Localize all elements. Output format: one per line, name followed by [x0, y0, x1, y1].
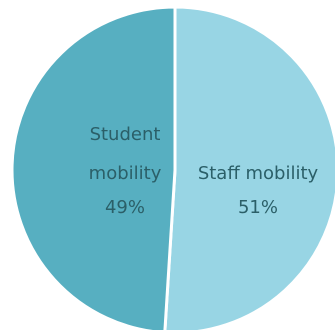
- pie-slices: [10, 5, 335, 330]
- slice-label-student-value: 49%: [105, 197, 145, 218]
- pie-slice-staff-mobility: [163, 5, 335, 330]
- slice-label-staff-value: 51%: [238, 197, 278, 218]
- slice-label-staff-line1: Staff mobility: [198, 163, 319, 184]
- slice-label-student-line1: Student: [90, 124, 161, 145]
- slice-label-student-line2: mobility: [89, 163, 162, 184]
- pie-slice-student-mobility: [10, 5, 177, 330]
